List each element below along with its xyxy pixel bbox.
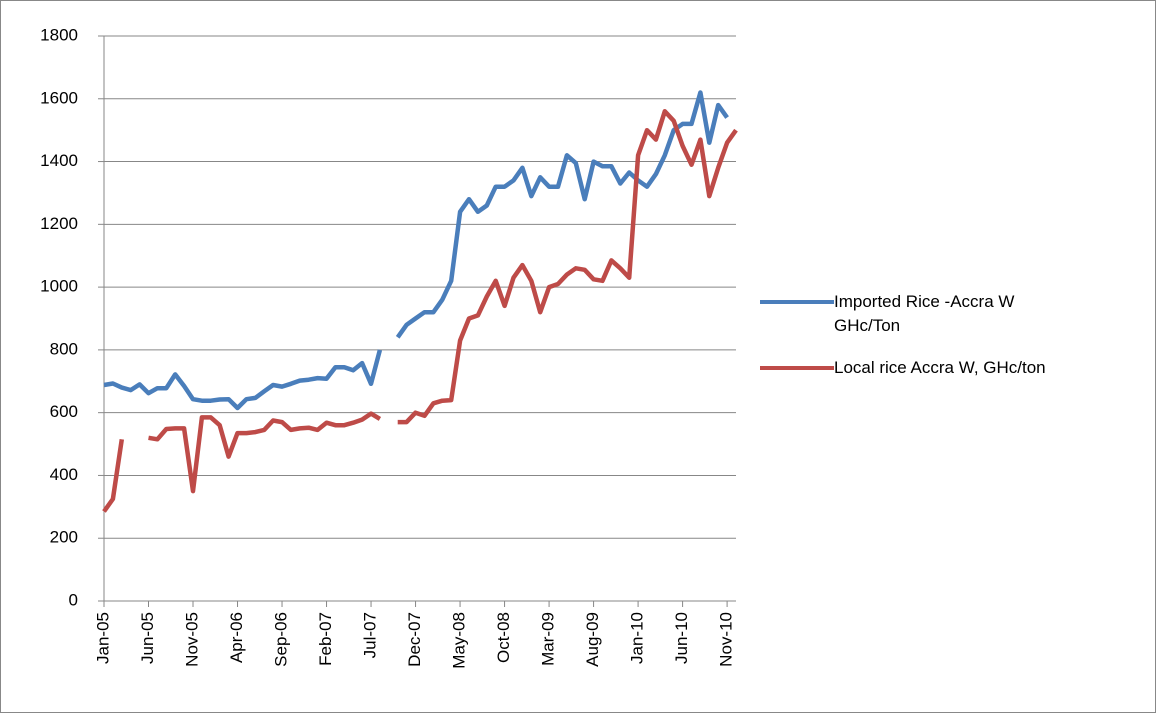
y-tick-label: 1800	[40, 25, 78, 44]
x-tick-label: May-08	[450, 612, 469, 669]
series-line	[102, 109, 738, 513]
x-tick-label: Jan-05	[93, 612, 112, 664]
legend-label: Local rice Accra W, GHc/ton	[834, 358, 1046, 377]
x-tick-label: Jan-10	[628, 612, 647, 664]
y-tick-label: 1400	[40, 151, 78, 170]
legend-item: Local rice Accra W, GHc/ton	[760, 356, 1140, 380]
legend-swatch	[760, 366, 834, 370]
y-tick-label: 0	[69, 590, 78, 609]
y-tick-label: 200	[50, 528, 78, 547]
legend-swatch	[760, 300, 834, 304]
x-tick-label: Aug-09	[583, 612, 602, 667]
x-tick-label: Jun-10	[672, 612, 691, 664]
x-tick-label: Jul-07	[361, 612, 380, 658]
x-tick-label: Nov-05	[182, 612, 201, 667]
x-tick-label: Sep-06	[272, 612, 291, 667]
x-tick-label: Dec-07	[405, 612, 424, 667]
legend-label: Imported Rice -Accra W GHc/Ton	[834, 292, 1015, 335]
x-tick-label: Apr-06	[227, 612, 246, 663]
y-tick-label: 400	[50, 465, 78, 484]
legend: Imported Rice -Accra W GHc/Ton Local rice…	[760, 290, 1140, 398]
y-tick-label: 1600	[40, 88, 78, 107]
x-tick-label: Feb-07	[316, 612, 335, 666]
legend-item: Imported Rice -Accra W GHc/Ton	[760, 290, 1140, 338]
y-tick-label: 600	[50, 402, 78, 421]
x-tick-label: Jun-05	[138, 612, 157, 664]
series-line	[103, 90, 729, 411]
x-tick-label: Mar-09	[539, 612, 558, 666]
x-tick-label: Nov-10	[717, 612, 736, 667]
y-tick-label: 1000	[40, 277, 78, 296]
y-tick-label: 800	[50, 339, 78, 358]
y-tick-label: 1200	[40, 214, 78, 233]
x-tick-label: Oct-08	[494, 612, 513, 663]
